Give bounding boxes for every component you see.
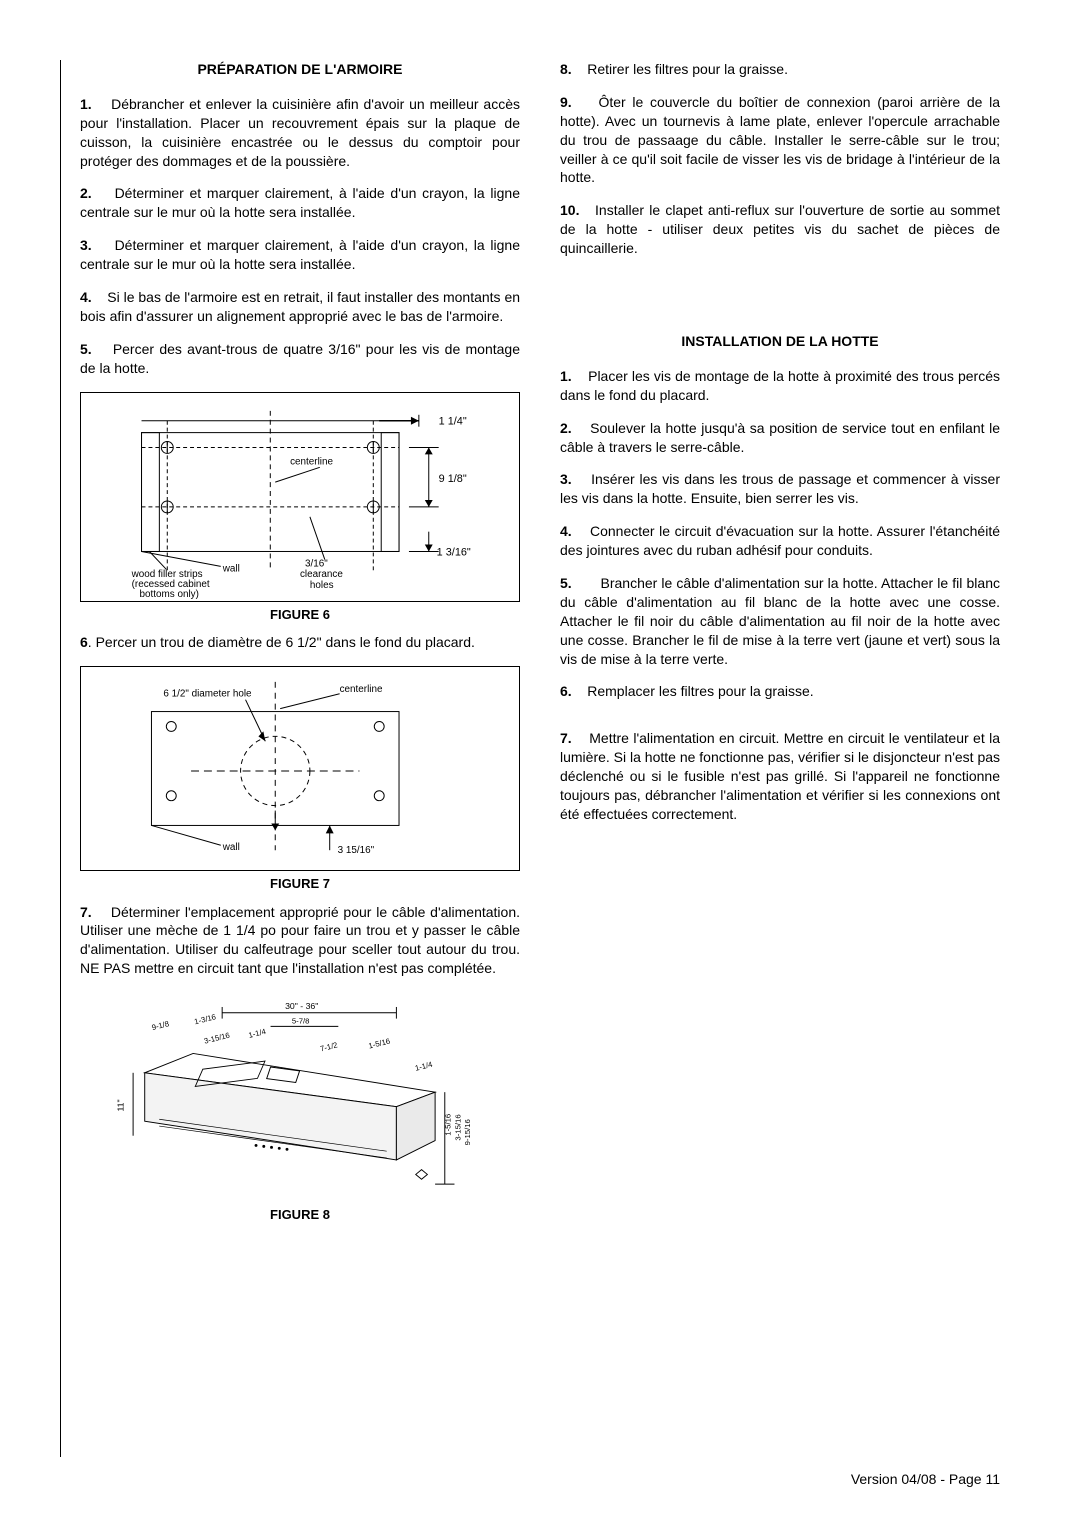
svg-text:wall: wall [222,563,240,574]
figure-6-diagram: 1 1/4" cent [80,392,520,602]
svg-text:1-3/16: 1-3/16 [194,1012,217,1026]
svg-text:1 3/16": 1 3/16" [437,546,471,558]
svg-text:holes: holes [310,580,334,591]
step-6: 6. Percer un trou de diamètre de 6 1/2" … [80,633,520,652]
svg-text:6 1/2" diameter hole: 6 1/2" diameter hole [163,689,252,700]
section-title-preparation: PRÉPARATION DE L'ARMOIRE [80,60,520,79]
step-10: 10. Installer le clapet anti-reflux sur … [560,201,1000,258]
step-4: 4. Si le bas de l'armoire est en retrait… [80,288,520,326]
svg-text:3/16": 3/16" [305,558,328,569]
svg-text:centerline: centerline [340,684,383,695]
install-step-2: 2. Soulever la hotte jusqu'à sa position… [560,419,1000,457]
svg-text:bottoms only): bottoms only) [140,589,199,600]
step-3: 3. Déterminer et marquer clairement, à l… [80,236,520,274]
svg-text:3 15/16": 3 15/16" [338,845,375,856]
svg-text:wall: wall [222,842,240,853]
figure-7-diagram: centerline 6 1/2" diameter hole wall 3 1… [80,666,520,871]
svg-text:9 1/8": 9 1/8" [439,473,467,485]
step-2: 2. Déterminer et marquer clairement, à l… [80,184,520,222]
svg-text:centerline: centerline [290,456,333,467]
svg-text:11": 11" [116,1100,126,1112]
step-5: 5. Percer des avant-trous de quatre 3/16… [80,340,520,378]
step-7: 7. Déterminer l'emplacement approprié po… [80,903,520,979]
step-8: 8. Retirer les filtres pour la graisse. [560,60,1000,79]
svg-text:9-1/8: 9-1/8 [151,1019,170,1032]
install-step-5: 5. Brancher le câble d'alimentation sur … [560,574,1000,668]
svg-text:1-5/16: 1-5/16 [368,1037,391,1051]
svg-text:1-1/4: 1-1/4 [414,1060,434,1073]
section-title-installation: INSTALLATION DE LA HOTTE [560,332,1000,351]
step-1: 1. Débrancher et enlever la cuisinière a… [80,95,520,171]
install-step-3: 3. Insérer les vis dans les trous de pas… [560,470,1000,508]
svg-text:clearance: clearance [300,569,343,580]
svg-text:30" - 36": 30" - 36" [285,1001,318,1011]
figure-8-diagram: 30" - 36" 5-7/8 9-1/8 1-3/16 3-15/16 1-1… [106,992,493,1202]
svg-text:9-15/16: 9-15/16 [463,1119,472,1145]
figure-6-caption: FIGURE 6 [80,606,520,624]
page-footer: Version 04/08 - Page 11 [851,1471,1000,1487]
install-step-7: 7. Mettre l'alimentation en circuit. Met… [560,729,1000,823]
install-step-6: 6. Remplacer les filtres pour la graisse… [560,682,1000,701]
svg-text:1-5/16: 1-5/16 [444,1114,453,1136]
svg-text:3-15/16: 3-15/16 [454,1114,463,1140]
right-column: 8. Retirer les filtres pour la graisse. … [560,60,1000,1234]
figure-7-caption: FIGURE 7 [80,875,520,893]
svg-text:1-1/4: 1-1/4 [248,1027,268,1040]
svg-text:5-7/8: 5-7/8 [292,1017,310,1026]
install-step-4: 4. Connecter le circuit d'évacuation sur… [560,522,1000,560]
step-9: 9. Ôter le couvercle du boîtier de conne… [560,93,1000,187]
svg-text:3-15/16: 3-15/16 [203,1031,231,1046]
svg-text:7-1/2: 7-1/2 [320,1041,339,1054]
left-column: PRÉPARATION DE L'ARMOIRE 1. Débrancher e… [80,60,520,1234]
page-left-rule [60,60,61,1457]
figure-8-caption: FIGURE 8 [80,1206,520,1224]
svg-text:1 1/4": 1 1/4" [439,415,467,427]
install-step-1: 1. Placer les vis de montage de la hotte… [560,367,1000,405]
